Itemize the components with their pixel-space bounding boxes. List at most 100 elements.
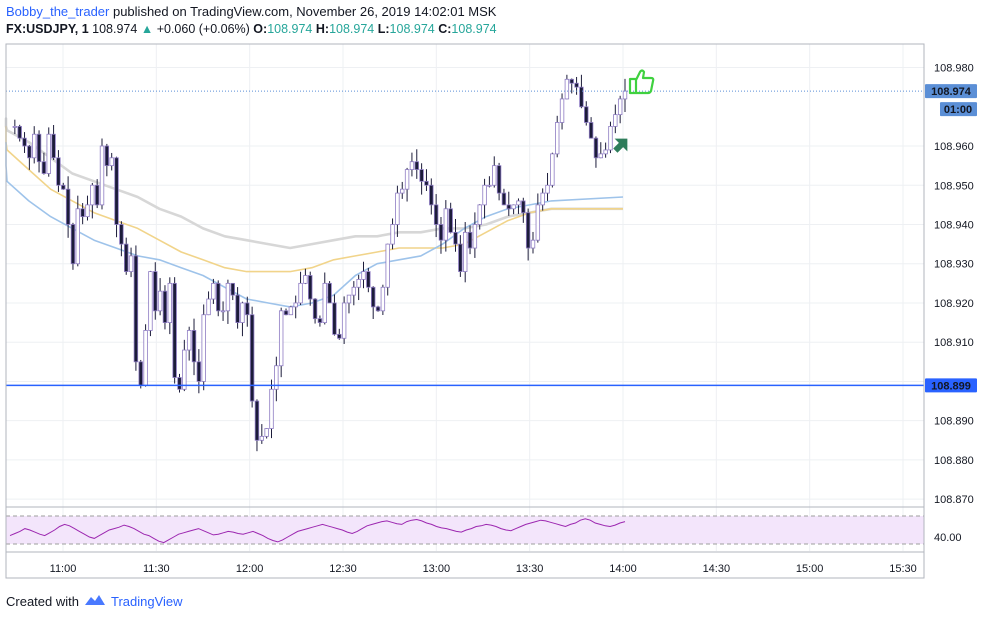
candle-body	[438, 224, 444, 241]
candle-body	[462, 231, 468, 272]
price-tick-label: 108.890	[934, 416, 974, 428]
candle-body	[477, 204, 482, 225]
candle-body	[593, 137, 599, 159]
low-value: 108.974	[389, 22, 435, 36]
candle-body	[22, 137, 27, 147]
candle-body	[327, 282, 332, 304]
candle-body	[540, 192, 545, 206]
candle-body	[448, 208, 453, 233]
price-tags: 108.974 01:00 108.899	[925, 84, 977, 393]
candle-body	[216, 282, 221, 312]
candle-body	[617, 98, 623, 116]
candle-body	[390, 224, 395, 245]
up-arrow-marker-icon[interactable]	[609, 132, 634, 157]
candle-body	[61, 184, 66, 190]
candle-body	[99, 145, 105, 206]
candle-body	[167, 282, 173, 323]
candle-body	[177, 377, 182, 390]
candle-body	[346, 294, 352, 304]
candle-body	[380, 286, 386, 312]
candle-body	[186, 330, 192, 351]
open-value: 108.974	[267, 22, 313, 36]
candle-body	[124, 243, 129, 272]
candle-body	[70, 224, 76, 265]
price-change: +0.060 (+0.06%)	[156, 22, 250, 36]
candle-body	[288, 306, 294, 316]
ma-line-slow	[4, 117, 623, 250]
candle-body	[550, 153, 555, 186]
horizontal-line-tag	[925, 378, 977, 393]
candle-body	[293, 302, 298, 308]
candle-body	[400, 188, 405, 194]
close-label: C:	[438, 22, 452, 36]
candle-body	[80, 208, 85, 218]
candle-body	[458, 243, 463, 272]
candle-body	[298, 282, 303, 304]
footer: Created with TradingView	[6, 593, 183, 610]
candle-body	[559, 98, 565, 123]
candle-body	[283, 310, 289, 316]
candle-body	[598, 153, 603, 159]
candle-body	[138, 361, 143, 386]
time-tick-label: 15:30	[889, 563, 917, 575]
candle-body	[351, 286, 357, 296]
candle-body	[27, 145, 32, 159]
time-tick-label: 12:00	[236, 563, 264, 575]
candle-body	[424, 180, 429, 186]
ma-line-fast	[5, 142, 624, 308]
candle-body	[90, 184, 95, 206]
candle-body	[75, 208, 80, 265]
candle-body	[404, 169, 410, 190]
candle-body	[157, 290, 163, 312]
last-price: 108.974	[92, 22, 138, 36]
change-arrow-icon: ▲	[140, 22, 154, 36]
candle-body	[433, 204, 439, 225]
candle-body	[322, 282, 327, 323]
thumbs-up-icon[interactable]	[628, 69, 655, 95]
author-link[interactable]: Bobby_the_trader	[6, 4, 110, 19]
rsi-level-label: 40.00	[934, 532, 962, 544]
candle-body	[361, 271, 366, 280]
time-axis[interactable]: 11:00 11:30 12:00 12:30 13:00 13:30 14:00 14:30…	[50, 563, 917, 575]
candle-body	[119, 224, 124, 245]
candle-body	[496, 165, 502, 194]
candle-body	[56, 157, 61, 186]
price-tick-label: 108.980	[934, 63, 974, 75]
candle-body	[245, 302, 250, 316]
candle-body	[332, 302, 337, 335]
price-tick-label: 108.920	[934, 298, 974, 310]
last-price-tag-text: 108.974	[931, 86, 972, 98]
tradingview-cloud-logo-icon[interactable]	[83, 593, 107, 610]
price-axis[interactable]: 108.980 108.960 108.950 108.940 108.930 108.9…	[934, 63, 974, 544]
candle-body	[259, 435, 265, 441]
candle-body	[182, 349, 187, 390]
tradingview-link[interactable]: TradingView	[110, 594, 183, 609]
candle-body	[269, 388, 274, 429]
candle-body	[65, 188, 71, 225]
high-label: H:	[315, 22, 330, 36]
candle-body	[482, 184, 487, 206]
candle-body	[201, 314, 206, 382]
time-tick-label: 11:30	[143, 563, 170, 575]
candle-body	[521, 200, 526, 214]
candle-body	[492, 165, 497, 186]
candle-body	[337, 333, 342, 339]
candle-body	[501, 192, 507, 206]
candle-body	[303, 275, 308, 284]
symbol-ohlc-legend: FX:USDJPY, 1 108.974 ▲ +0.060 (+0.06%) O…	[6, 22, 497, 36]
candle-body	[370, 286, 376, 308]
candle-body	[143, 330, 148, 386]
rsi-line	[9, 518, 626, 544]
time-tick-label: 14:30	[703, 563, 731, 575]
candle-body	[206, 298, 211, 316]
candle-body	[308, 275, 313, 300]
candle-body	[443, 208, 449, 241]
chart-grid	[6, 44, 924, 551]
candle-body	[230, 282, 235, 296]
time-tick-label: 14:00	[609, 563, 637, 575]
candle-body	[172, 282, 177, 378]
candle-body	[264, 428, 269, 437]
symbol-label[interactable]: FX:USDJPY, 1	[6, 22, 89, 36]
candlestick-series	[12, 74, 628, 452]
